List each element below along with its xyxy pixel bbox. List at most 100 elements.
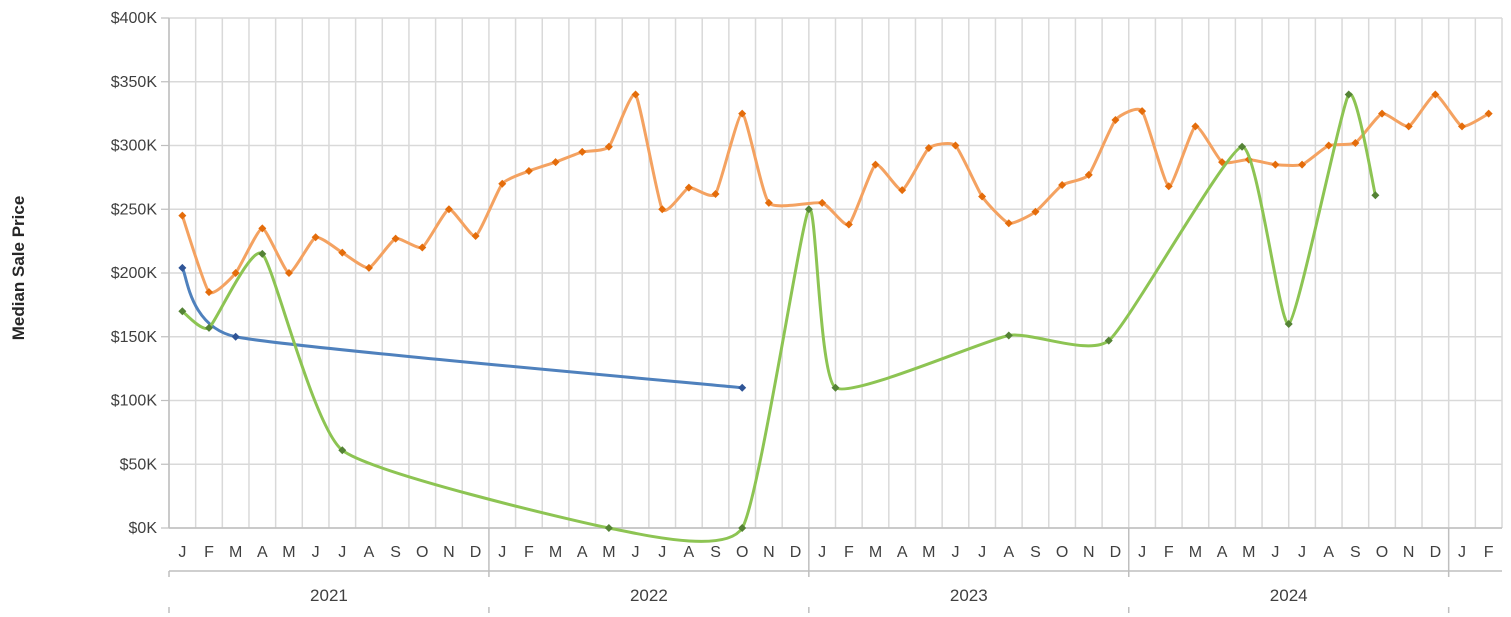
- data-point-orange: [1004, 219, 1013, 228]
- data-point-orange: [578, 147, 587, 156]
- x-month-label: A: [577, 544, 588, 561]
- data-point-orange: [604, 142, 613, 151]
- x-month-label: N: [1083, 544, 1095, 561]
- x-month-label: S: [1350, 544, 1361, 561]
- data-point-orange: [1031, 207, 1040, 216]
- series-green: [178, 90, 1380, 543]
- data-point-orange: [338, 248, 347, 257]
- x-month-label: J: [1138, 544, 1146, 561]
- data-point-orange: [924, 144, 933, 153]
- data-point-orange: [658, 205, 667, 214]
- data-point-orange: [471, 232, 480, 241]
- data-point-orange: [871, 160, 880, 169]
- data-point-green: [258, 249, 267, 258]
- y-tick-label: $150K: [111, 329, 158, 346]
- x-month-label: M: [869, 544, 882, 561]
- data-point-green: [804, 205, 813, 214]
- data-point-green: [604, 524, 613, 532]
- data-point-orange: [711, 189, 720, 198]
- data-point-orange: [684, 183, 693, 192]
- series-layer: [178, 90, 1493, 543]
- y-tick-label: $400K: [111, 10, 158, 27]
- data-point-orange: [1111, 116, 1120, 124]
- data-point-orange: [844, 220, 853, 229]
- x-month-label: D: [1110, 544, 1122, 561]
- x-year-label: 2022: [630, 586, 668, 605]
- data-point-orange: [178, 211, 187, 220]
- x-month-label: S: [1030, 544, 1041, 561]
- x-month-label: D: [790, 544, 802, 561]
- x-month-label: M: [922, 544, 935, 561]
- data-point-orange: [978, 192, 987, 201]
- data-point-orange: [258, 224, 267, 233]
- data-point-green: [178, 307, 187, 316]
- x-month-label: A: [1003, 544, 1014, 561]
- x-month-label: J: [818, 544, 826, 561]
- x-month-label: M: [549, 544, 562, 561]
- data-point-green: [1344, 90, 1353, 99]
- x-month-label: O: [736, 544, 748, 561]
- horizontal-gridlines: [161, 17, 1502, 529]
- x-month-label: S: [390, 544, 401, 561]
- data-point-orange: [524, 167, 533, 175]
- x-month-label: J: [978, 544, 986, 561]
- x-month-label: A: [897, 544, 908, 561]
- x-year-label: 2023: [950, 586, 988, 605]
- x-month-label: F: [524, 544, 534, 561]
- x-month-label: M: [1242, 544, 1255, 561]
- x-month-label: F: [204, 544, 214, 561]
- data-point-green: [204, 323, 213, 332]
- data-point-orange: [498, 179, 507, 188]
- x-month-label: A: [684, 544, 695, 561]
- x-month-label: A: [1323, 544, 1334, 561]
- x-month-label: A: [257, 544, 268, 561]
- x-month-label: J: [338, 544, 346, 561]
- data-point-orange: [231, 269, 240, 277]
- data-point-orange: [1138, 107, 1147, 116]
- data-point-orange: [1298, 160, 1307, 169]
- data-point-orange: [311, 233, 320, 242]
- data-point-orange: [1458, 122, 1467, 131]
- data-point-orange: [898, 186, 907, 195]
- y-axis-tick-labels: $0K $50K $100K $150K $200K $250K $300K $350K $40…: [111, 10, 158, 537]
- x-month-label: N: [1403, 544, 1415, 561]
- data-point-orange: [204, 288, 213, 297]
- x-month-label: A: [364, 544, 375, 561]
- data-point-orange: [818, 198, 827, 207]
- x-month-label: N: [763, 544, 775, 561]
- x-month-label: M: [1189, 544, 1202, 561]
- x-month-label: D: [470, 544, 482, 561]
- series-blue: [178, 263, 747, 392]
- data-point-orange: [1404, 122, 1413, 131]
- series-line-green: [180, 92, 1377, 543]
- x-month-label: M: [282, 544, 295, 561]
- y-axis-title: Median Sale Price: [9, 196, 28, 341]
- data-point-orange: [1431, 90, 1440, 99]
- x-month-label: F: [1164, 544, 1174, 561]
- data-point-green: [1371, 191, 1380, 200]
- x-month-label: J: [951, 544, 959, 561]
- x-month-label: O: [416, 544, 428, 561]
- data-point-orange: [951, 141, 960, 150]
- data-point-orange: [1351, 138, 1360, 147]
- x-year-label: 2021: [310, 586, 348, 605]
- data-point-orange: [1378, 109, 1387, 118]
- x-month-label: M: [602, 544, 615, 561]
- data-point-orange: [738, 109, 747, 118]
- series-orange: [178, 90, 1493, 297]
- y-tick-label: $250K: [111, 201, 158, 218]
- data-point-green: [738, 524, 747, 532]
- x-year-label: 2024: [1270, 586, 1308, 605]
- data-point-green: [1238, 142, 1247, 151]
- data-point-green: [1284, 320, 1293, 328]
- data-point-orange: [444, 205, 453, 214]
- series-line-blue: [180, 266, 744, 390]
- data-point-green: [1004, 331, 1013, 340]
- data-point-green: [1104, 336, 1113, 345]
- x-month-label: O: [1376, 544, 1388, 561]
- x-month-label: J: [1458, 544, 1466, 561]
- data-point-orange: [1271, 160, 1280, 169]
- data-point-blue: [231, 332, 240, 341]
- data-point-orange: [1484, 109, 1493, 118]
